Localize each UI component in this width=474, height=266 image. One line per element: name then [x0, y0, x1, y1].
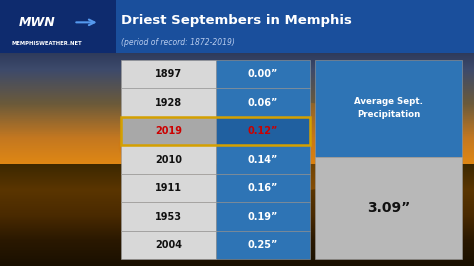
Text: 0.12”: 0.12” [248, 126, 278, 136]
Bar [121, 231, 216, 259]
Text: 0.25”: 0.25” [248, 240, 278, 250]
Text: 2010: 2010 [155, 155, 182, 165]
Text: (period of record: 1872-2019): (period of record: 1872-2019) [121, 38, 235, 47]
Bar [121, 202, 216, 231]
Bar [121, 145, 216, 174]
Bar [121, 117, 310, 145]
Bar [216, 174, 310, 202]
Text: 0.19”: 0.19” [248, 211, 278, 222]
Bar [315, 60, 462, 157]
Bar [216, 60, 310, 88]
Bar [0, 0, 474, 53]
Text: 1911: 1911 [155, 183, 182, 193]
Text: 2019: 2019 [155, 126, 182, 136]
Ellipse shape [118, 100, 403, 193]
Text: 1897: 1897 [155, 69, 182, 79]
Text: Driest Septembers in Memphis: Driest Septembers in Memphis [121, 14, 352, 27]
Bar [216, 117, 310, 145]
Text: 0.00”: 0.00” [248, 69, 278, 79]
Text: 3.09”: 3.09” [367, 201, 410, 215]
Text: 1928: 1928 [155, 98, 182, 108]
Bar [216, 231, 310, 259]
Text: 0.14”: 0.14” [248, 155, 278, 165]
Bar [216, 88, 310, 117]
Text: 0.06”: 0.06” [248, 98, 278, 108]
Bar [121, 117, 216, 145]
Bar [121, 88, 216, 117]
Text: MWN: MWN [19, 16, 56, 29]
Bar [216, 145, 310, 174]
Text: 1953: 1953 [155, 211, 182, 222]
Text: 2004: 2004 [155, 240, 182, 250]
Text: MEMPHISWEATHER.NET: MEMPHISWEATHER.NET [12, 41, 82, 46]
Text: 0.16”: 0.16” [248, 183, 278, 193]
Bar [121, 174, 216, 202]
Bar [315, 157, 462, 259]
Text: Average Sept.
Precipitation: Average Sept. Precipitation [354, 97, 423, 119]
Bar [121, 60, 216, 88]
Bar [0, 0, 116, 53]
Bar [216, 202, 310, 231]
